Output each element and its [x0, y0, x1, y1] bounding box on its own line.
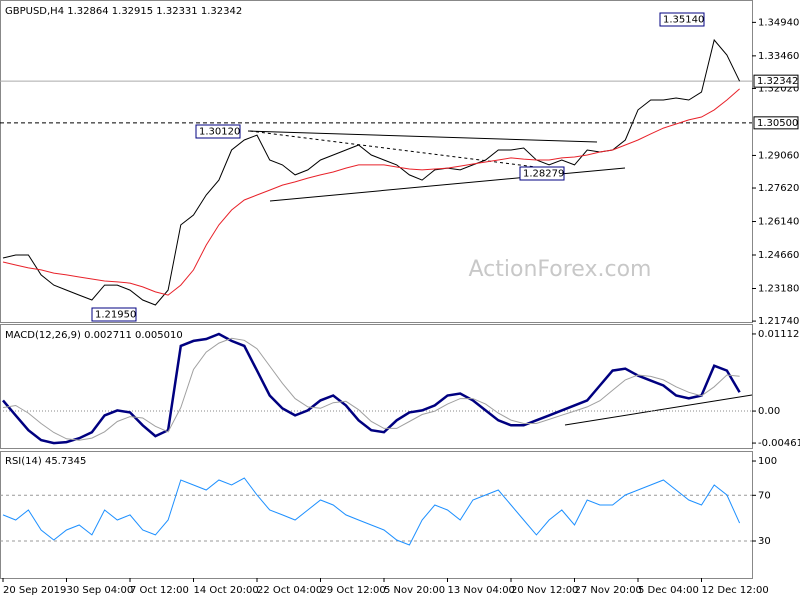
annotation-box	[91, 307, 137, 322]
y-tick-label: 70	[758, 490, 771, 501]
rsi-panel	[0, 451, 753, 579]
panel-title: MACD(12,26,9) 0.002711 0.005010	[5, 330, 183, 341]
price-label-box	[753, 74, 799, 88]
x-tick-label: 20 Sep 2019	[3, 585, 66, 596]
price-label: 1.32342	[757, 76, 798, 87]
x-tick-label: 14 Oct 20:00	[194, 585, 259, 596]
panel-title: GBPUSD,H4 1.32864 1.32915 1.32331 1.3234…	[5, 6, 242, 17]
trendlines	[247, 130, 753, 426]
y-tick-label: 0.011123	[758, 329, 800, 340]
panel-title: RSI(14) 45.7345	[5, 456, 86, 467]
panel-frames	[0, 0, 753, 579]
x-tick-label: 7 Oct 12:00	[130, 585, 189, 596]
y-tick-label: 1.34940	[758, 17, 799, 28]
x-tick-label: 5 Dec 04:00	[638, 585, 699, 596]
annotation: 1.28279	[523, 169, 564, 180]
price-label-box	[753, 116, 799, 130]
y-tick-label: 1.29060	[758, 150, 799, 161]
watermark: ActionForex.com	[469, 257, 652, 282]
annotation-box	[659, 12, 705, 27]
x-tick-label: 29 Oct 12:00	[321, 585, 386, 596]
x-tick-label: 13 Nov 04:00	[448, 585, 515, 596]
annotation: 1.21950	[95, 310, 136, 321]
trendline	[247, 130, 598, 143]
annotation: 1.35140	[663, 15, 704, 26]
trendline	[249, 130, 561, 171]
y-tick-label: 100	[758, 456, 777, 467]
trendline	[564, 394, 753, 426]
series-line	[2, 88, 740, 296]
y-tick-label: 1.33460	[758, 51, 799, 62]
y-tick-label: 1.24660	[758, 250, 799, 261]
macd-panel	[0, 324, 753, 449]
y-tick-label: 1.21740	[758, 316, 799, 327]
x-tick-label: 22 Oct 04:00	[257, 585, 322, 596]
x-tick-label: 5 Nov 20:00	[384, 585, 445, 596]
annotation-box	[195, 124, 241, 139]
price-label: 1.30500	[757, 118, 798, 129]
x-tick-label: 20 Nov 12:00	[511, 585, 578, 596]
y-tick-label: 1.32020	[758, 83, 799, 94]
x-tick-label: 30 Sep 04:00	[67, 585, 134, 596]
y-tick-label: 1.26140	[758, 217, 799, 228]
price-panel	[0, 0, 753, 323]
series-line	[2, 337, 740, 441]
x-tick-label: 27 Nov 20:00	[575, 585, 642, 596]
y-tick-label: -0.004617	[758, 438, 800, 449]
series-line	[2, 38, 741, 306]
annotation: 1.30120	[199, 127, 240, 138]
x-tick-label: 12 Dec 12:00	[702, 585, 769, 596]
y-tick-label: 1.27620	[758, 183, 799, 194]
y-tick-label: 30	[758, 536, 771, 547]
y-tick-label: 1.23180	[758, 284, 799, 295]
annotation-box	[519, 166, 565, 181]
series-line	[2, 477, 741, 546]
trendline	[269, 167, 626, 202]
y-tick-label: 0.00	[758, 406, 780, 417]
series-line	[2, 332, 741, 445]
